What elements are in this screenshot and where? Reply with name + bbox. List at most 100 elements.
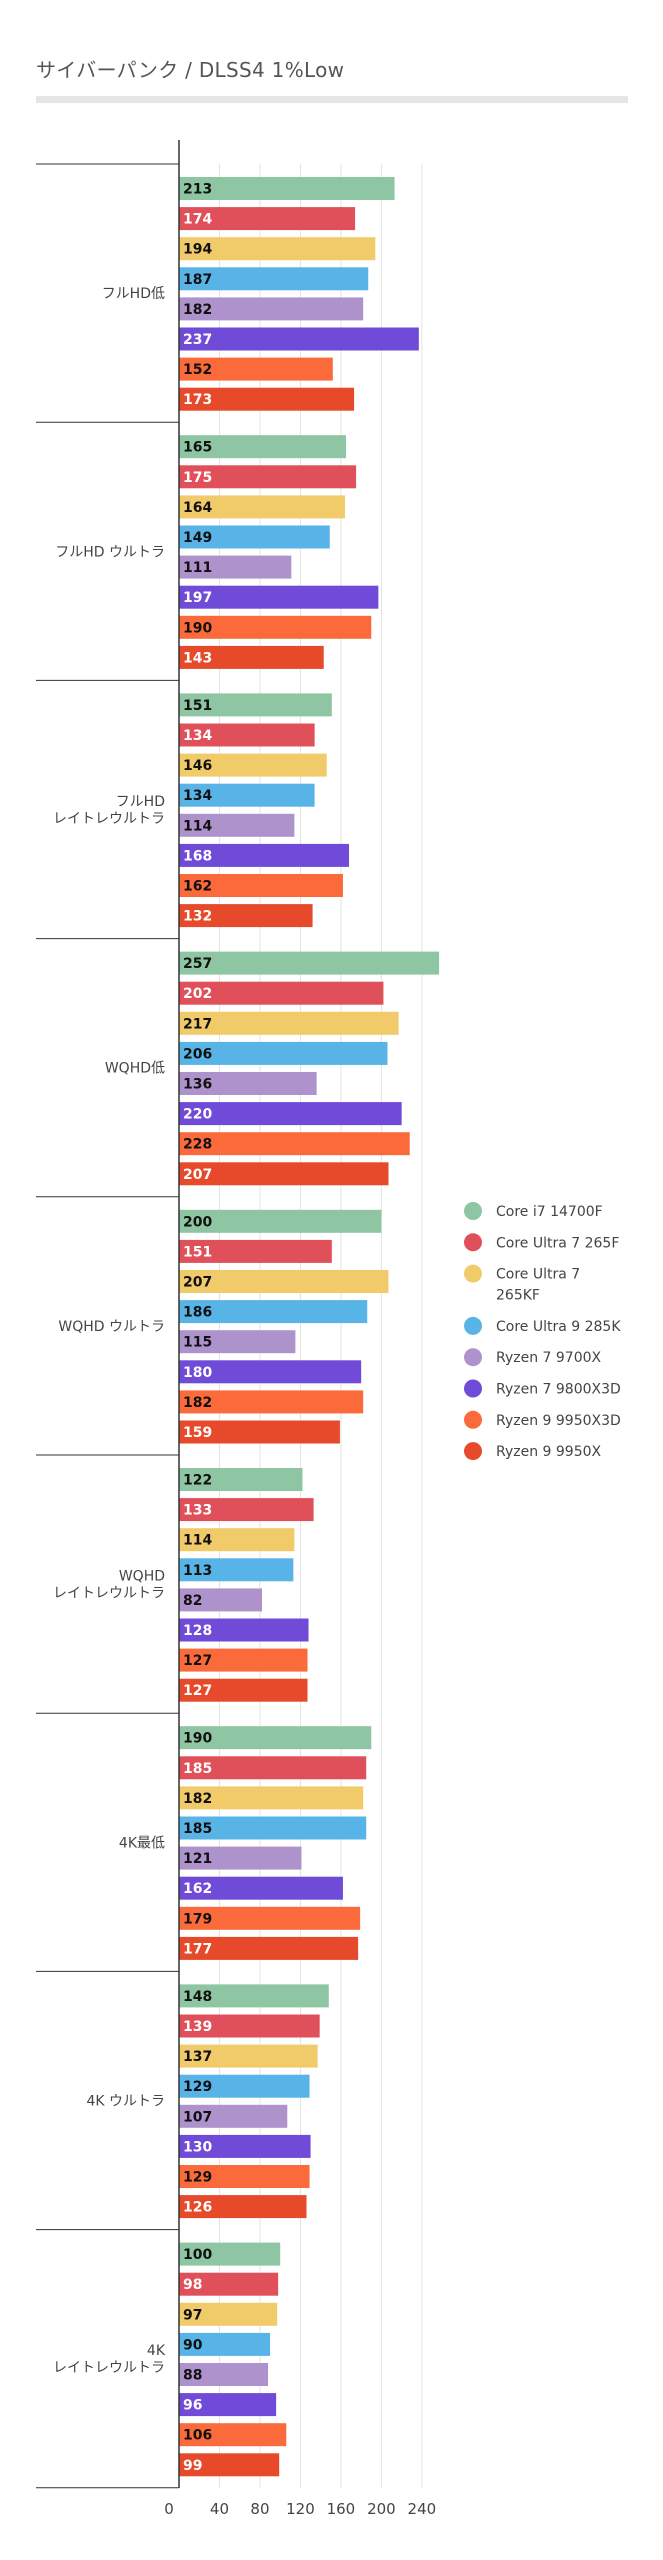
bar: [179, 495, 345, 519]
bar-value-label: 220: [183, 1107, 212, 1123]
bar: [179, 2453, 280, 2477]
bar: [179, 207, 356, 231]
bar: [179, 2423, 287, 2447]
gridlines: [218, 164, 423, 2488]
bar: [179, 2332, 271, 2356]
bar-value-label: 182: [183, 1395, 212, 1411]
bar: [179, 177, 395, 200]
bar: [179, 357, 333, 381]
bar: [179, 2272, 279, 2296]
bar-value-label: 207: [183, 1275, 212, 1291]
bar-value-label: 111: [183, 560, 212, 576]
bar-value-label: 88: [183, 2368, 202, 2384]
bar-value-label: 137: [183, 2049, 212, 2065]
title-divider: [36, 96, 628, 103]
bar-value-label: 206: [183, 1046, 212, 1062]
bar-value-label: 180: [183, 1365, 212, 1381]
bar: [179, 981, 384, 1005]
bar: [179, 1726, 372, 1750]
bar-value-label: 129: [183, 2079, 212, 2095]
bar-value-label: 190: [183, 620, 212, 636]
bar-value-label: 200: [183, 1214, 212, 1230]
bar: [179, 615, 372, 639]
bar-value-label: 82: [183, 1593, 202, 1609]
bar: [179, 1132, 410, 1156]
bar: [179, 1420, 340, 1444]
bar-value-label: 96: [183, 2398, 202, 2414]
bar: [179, 2242, 281, 2266]
bar: [179, 2014, 320, 2038]
bar: [179, 435, 346, 459]
bar: [179, 1678, 308, 1702]
legend-label: Ryzen 9 9950X3D: [496, 1413, 621, 1429]
legend-swatch: [464, 1410, 482, 1429]
bar: [179, 2363, 269, 2386]
bar-value-label: 190: [183, 1731, 212, 1747]
bar-value-label: 179: [183, 1911, 212, 1927]
bar-value-label: 107: [183, 2109, 212, 2125]
bar-value-label: 162: [183, 1881, 212, 1897]
bar-value-label: 185: [183, 1821, 212, 1837]
bar-value-label: 173: [183, 392, 212, 408]
bar-value-label: 106: [183, 2428, 212, 2444]
bar: [179, 1102, 402, 1126]
legend-label: Ryzen 7 9700X: [496, 1350, 602, 1366]
bar: [179, 874, 343, 897]
x-axis: 0 40 80 120 160 200 240: [164, 140, 436, 2518]
bar-value-label: 182: [183, 302, 212, 318]
bar: [179, 2393, 277, 2417]
bar: [179, 753, 327, 777]
bar-value-label: 146: [183, 758, 212, 774]
bar: [179, 1270, 389, 1293]
bar: [179, 1011, 399, 1035]
bar: [179, 585, 379, 609]
bar-value-label: 185: [183, 1761, 212, 1777]
bar: [179, 2134, 311, 2158]
legend-swatch: [464, 1442, 482, 1461]
bar: [179, 904, 313, 928]
legend-swatch: [464, 1264, 482, 1283]
bar-value-label: 114: [183, 818, 212, 834]
bar: [179, 1468, 303, 1491]
x-tick-label: 240: [408, 2500, 437, 2518]
bar: [179, 1618, 309, 1642]
legend-swatch: [464, 1379, 482, 1398]
bar: [179, 1756, 367, 1780]
bar-value-label: 126: [183, 2200, 212, 2216]
category-label: 4K レイトレウルトラ: [53, 2343, 166, 2376]
bar: [179, 843, 350, 867]
category-label: フルHD ウルトラ: [55, 544, 165, 560]
bar: [179, 2195, 307, 2219]
bar-value-label: 151: [183, 698, 212, 714]
bar-value-label: 175: [183, 470, 212, 486]
bar: [179, 1239, 332, 1263]
bars: 213 174 194 187 182 237 152 173 165 175 164 149 111 1…: [179, 177, 440, 2477]
bar-value-label: 90: [183, 2337, 203, 2353]
bar: [179, 297, 364, 321]
bar: [179, 387, 355, 411]
bar: [179, 1984, 329, 2008]
x-tick-label: 40: [210, 2500, 229, 2518]
bar-value-label: 165: [183, 440, 212, 456]
bar: [179, 465, 357, 489]
bar: [179, 267, 369, 291]
bar: [179, 1786, 364, 1810]
bar: [179, 1041, 388, 1065]
x-tick-label: 120: [286, 2500, 315, 2518]
bar-value-label: 228: [183, 1137, 212, 1153]
legend-label: Ryzen 9 9950X: [496, 1444, 602, 1460]
bar-value-label: 213: [183, 182, 212, 198]
bar: [179, 2104, 288, 2128]
legend-swatch: [464, 1202, 482, 1220]
bar-value-label: 143: [183, 650, 212, 666]
legend-label: Ryzen 7 9800X3D: [496, 1382, 621, 1398]
x-tick-label: 0: [164, 2500, 174, 2518]
bar-value-label: 197: [183, 590, 212, 606]
bar: [179, 2165, 310, 2188]
bar-value-label: 148: [183, 1989, 212, 2005]
bar: [179, 2302, 278, 2326]
bar: [179, 1360, 362, 1384]
bar: [179, 525, 330, 549]
bar-value-label: 168: [183, 848, 212, 864]
